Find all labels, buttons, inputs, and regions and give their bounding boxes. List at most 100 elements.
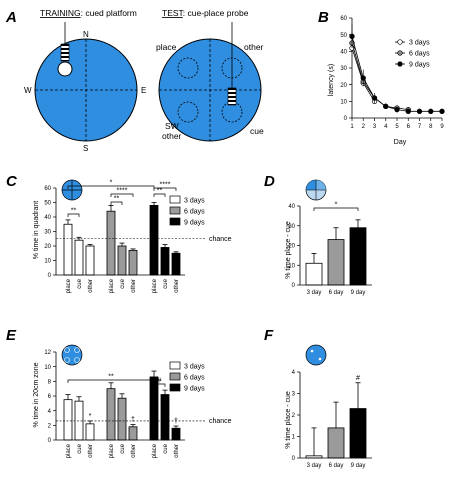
- panel-f-y-tick-label: 1: [292, 435, 296, 441]
- panel-c-legend-swatch: [169, 206, 181, 215]
- panel-d-y-tick-label: 40: [288, 204, 295, 210]
- test-title: TEST: cue-place probe: [162, 8, 249, 18]
- compass-s: S: [83, 144, 88, 153]
- panel-e-legend-label: 3 days: [184, 364, 205, 371]
- panel-label-a: A: [5, 9, 17, 26]
- panel-c-bar: [171, 252, 181, 276]
- panel-e-significance-label: †: [174, 418, 178, 425]
- panel-d-x-tick-label: 9 day: [351, 290, 366, 296]
- probe-label-place: place: [156, 42, 177, 52]
- panel-c-legend-label: 9 days: [184, 220, 205, 227]
- training-cue-object: [60, 43, 70, 62]
- panel-label-f: F: [264, 327, 274, 344]
- panel-c-chart: % time in quadrant 0 10 20 30 40 50 60 place cue…: [33, 180, 232, 294]
- panel-c-bar: [160, 247, 170, 276]
- panel-b-xlabel: Day: [394, 139, 407, 146]
- panel-b-x-tick-label: 3: [373, 124, 377, 130]
- panel-b-y-tick-label: 60: [340, 16, 347, 22]
- dot-icon-2: [318, 357, 322, 361]
- panel-a-training: TRAINING: cued platform N S W E: [24, 8, 146, 153]
- panel-d-y-tick-label: 30: [288, 224, 295, 230]
- panel-e-x-tick-label: other: [88, 444, 94, 458]
- panel-b-x-tick-label: 7: [418, 124, 422, 130]
- panel-c-legend-label: 3 days: [184, 198, 205, 205]
- zone-icon-3: [64, 357, 70, 363]
- panel-e-legend-swatch: [169, 383, 181, 392]
- test-title-rest: : cue-place probe: [183, 8, 249, 18]
- panel-f-y-tick-label: 3: [292, 392, 296, 398]
- panel-f-y-tick-label: 0: [292, 456, 296, 462]
- panel-f-bar: [349, 408, 367, 459]
- panel-b-legend-marker: [397, 61, 403, 67]
- panel-d-significance-bracket: [313, 207, 359, 211]
- probe-label-other: other: [244, 42, 264, 52]
- panel-e-x-tick-label: place: [109, 443, 115, 458]
- panel-c-y-tick-label: 20: [44, 244, 51, 250]
- panel-d-ylabel: % time place - cue: [285, 221, 292, 279]
- panel-b-point: [394, 107, 400, 113]
- panel-b-x-tick-label: 6: [407, 124, 411, 130]
- panel-d-pool-icon: [305, 179, 327, 201]
- panel-d-y-tick-label: 10: [288, 263, 295, 269]
- panel-label-e: E: [6, 327, 17, 344]
- panel-e-y-tick-label: 0: [48, 438, 52, 444]
- zone-icon-2: [74, 347, 80, 353]
- panel-c-legend-label: 6 days: [184, 209, 205, 216]
- panel-b-y-tick-label: 50: [340, 33, 347, 39]
- panel-e-bar: [171, 427, 181, 441]
- panel-e-x-tick-label: other: [174, 444, 180, 458]
- panel-d-significance-label: *: [335, 202, 338, 209]
- panel-b-point: [416, 108, 423, 114]
- training-title-rest: : cued platform: [81, 8, 137, 18]
- panel-b-y-tick-label: 0: [344, 116, 348, 122]
- panel-d-bar: [327, 239, 345, 286]
- panel-c-y-tick-label: 30: [44, 230, 51, 236]
- panel-b-y-tick-label: 10: [340, 100, 347, 106]
- panel-b-point: [349, 33, 355, 39]
- panel-b-y-tick-label: 30: [340, 66, 347, 72]
- panel-d-y-tick-label: 0: [292, 283, 296, 289]
- panel-e-significance-bracket: [153, 383, 166, 387]
- panel-c-significance-bracket: [153, 187, 177, 191]
- panel-c-significance-label: *: [110, 180, 113, 187]
- panel-e-legend-label: 9 days: [184, 386, 205, 393]
- panel-b-point: [360, 75, 366, 81]
- pie-pool-icon-quadrant-2: [316, 180, 326, 190]
- zone-icon-1: [64, 347, 70, 353]
- panel-c-chance-label: chance: [209, 236, 232, 243]
- panel-e-x-tick-label: place: [66, 443, 72, 458]
- panel-d-x-tick-label: 6 day: [329, 290, 344, 296]
- panel-f-ylabel: % time place - cue: [285, 391, 292, 449]
- probe-label-cue: cue: [250, 126, 264, 136]
- panel-b-point: [439, 108, 445, 114]
- panel-c-bar: [149, 204, 159, 276]
- panel-d-x-tick-label: 3 day: [307, 290, 322, 296]
- panel-c-significance-label: **: [157, 188, 163, 195]
- panel-e-legend-swatch: [169, 372, 181, 381]
- panel-e-x-tick-label: cue: [163, 443, 169, 453]
- panel-e-pool-icon: [61, 344, 83, 366]
- panel-c-x-tick-label: cue: [120, 278, 126, 288]
- panel-c-x-tick-label: other: [131, 279, 137, 293]
- panel-e-bar: [128, 426, 138, 441]
- panel-c-pool-icon: [61, 179, 83, 201]
- panel-c-significance-label: **: [71, 208, 77, 215]
- panel-c-y-tick-label: 40: [44, 215, 51, 221]
- panel-f-pool-icon: [305, 344, 327, 366]
- panel-e-x-tick-label: place: [152, 443, 158, 458]
- dot-pool-icon: [305, 344, 327, 366]
- panel-c-significance-label: ****: [160, 182, 171, 189]
- panel-e-chance-label: chance: [209, 418, 232, 425]
- panel-c-bar: [85, 245, 95, 276]
- panel-e-y-tick-label: 10: [44, 365, 51, 371]
- panel-c-bar: [74, 239, 84, 276]
- training-title: TRAINING: cued platform: [40, 8, 137, 18]
- panel-d-chart: % time place - cue 0 10 20 30 40 3 day 6 day 9 …: [285, 179, 372, 296]
- panel-f-significance-label: #: [356, 375, 360, 382]
- panel-e-significance-label: *: [89, 413, 92, 420]
- panel-c-y-tick-label: 60: [44, 186, 51, 192]
- panel-c-significance-label: ****: [117, 188, 128, 195]
- panel-d-y-tick-label: 20: [288, 244, 295, 250]
- panel-c-bar: [128, 249, 138, 276]
